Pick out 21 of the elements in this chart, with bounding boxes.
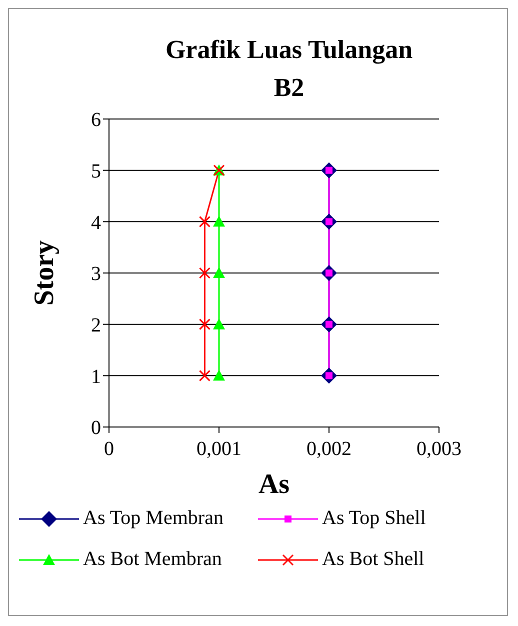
y-tick-label: 3 [91, 263, 101, 286]
y-tick-label: 0 [91, 417, 101, 440]
x-axis-title: As [258, 469, 290, 500]
legend-label: As Top Shell [322, 507, 426, 530]
point [213, 318, 225, 330]
y-tick-label: 2 [91, 314, 101, 336]
y-tick-label: 6 [91, 109, 101, 132]
legend-label: As Bot Shell [322, 548, 424, 571]
y-tick-label: 4 [91, 212, 101, 234]
y-axis-title: Story [28, 240, 60, 306]
legend-label: As Top Membran [83, 507, 224, 530]
point [213, 216, 225, 227]
y-tick-label: 1 [91, 366, 101, 388]
x-tick-label: 0,002 [306, 438, 352, 460]
point [213, 267, 225, 278]
x-tick-label: 0,003 [416, 438, 462, 460]
legend-label: As Bot Membran [83, 548, 222, 571]
point [213, 370, 225, 381]
x-tick-label: 0,001 [196, 438, 242, 460]
y-tick-label: 5 [91, 160, 101, 182]
chart-title: Grafik Luas Tulangan B2 [164, 34, 414, 104]
